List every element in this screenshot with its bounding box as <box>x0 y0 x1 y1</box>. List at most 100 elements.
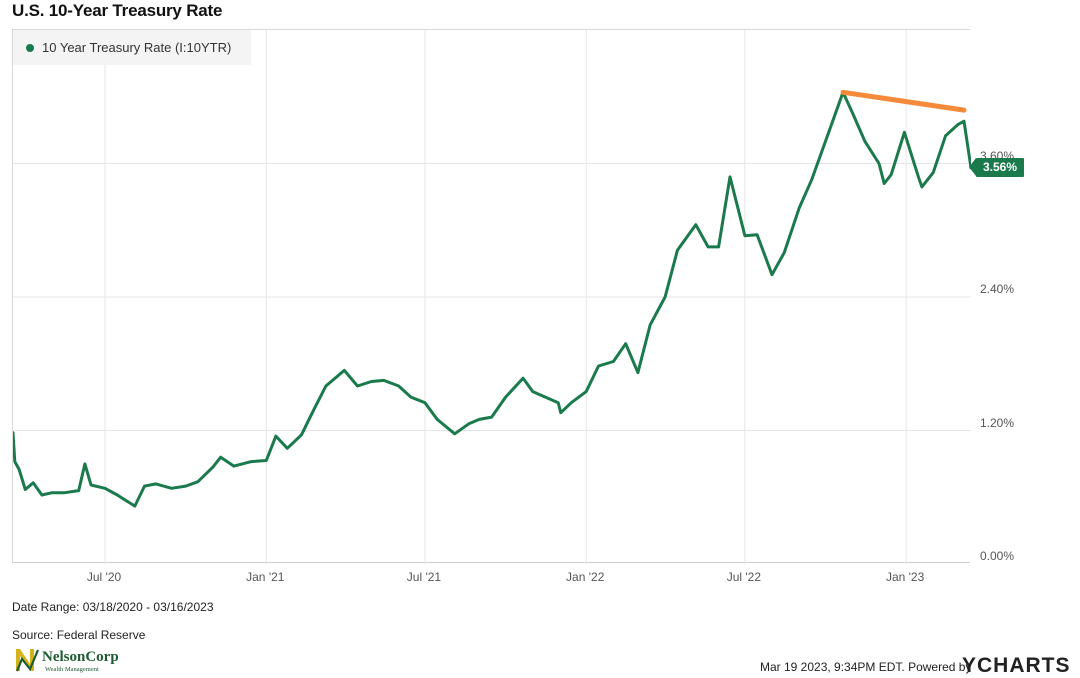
data-point <box>382 379 385 382</box>
data-point <box>863 140 867 143</box>
data-point <box>649 323 652 326</box>
chart-canvas <box>13 30 971 564</box>
x-tick-label: Jan '23 <box>885 570 925 584</box>
data-point <box>196 480 200 483</box>
data-point <box>313 407 316 410</box>
legend[interactable]: 10 Year Treasury Rate (I:10YTR) <box>13 30 251 65</box>
data-point <box>624 342 627 345</box>
data-point <box>423 401 427 404</box>
data-point <box>13 431 15 434</box>
data-point <box>944 134 947 137</box>
data-point <box>250 460 253 463</box>
data-point <box>356 384 359 388</box>
x-tick-label: Jan '22 <box>566 570 605 584</box>
data-point <box>232 464 236 468</box>
x-tick-label: Jul '21 <box>406 570 442 584</box>
data-point <box>783 251 786 254</box>
data-point <box>103 487 107 490</box>
x-tick-label: Jul '22 <box>726 570 762 584</box>
series-line[interactable] <box>13 90 971 508</box>
data-point <box>409 395 413 399</box>
data-point <box>798 206 801 210</box>
data-point <box>559 411 562 414</box>
data-point <box>453 432 456 435</box>
x-tick-label: Jul '20 <box>86 570 122 584</box>
data-point <box>17 468 21 471</box>
data-point <box>890 173 893 176</box>
data-point <box>170 487 173 490</box>
data-point <box>24 488 27 491</box>
data-point <box>397 384 400 388</box>
data-point <box>612 360 615 363</box>
data-point <box>370 380 373 383</box>
data-point <box>636 371 640 374</box>
y-tick-label: 0.00% <box>980 549 1015 563</box>
y-tick-label: 1.20% <box>980 415 1015 430</box>
data-point <box>219 456 222 459</box>
data-point <box>274 434 278 438</box>
data-point <box>585 390 588 393</box>
data-point <box>755 233 759 236</box>
data-point <box>504 395 507 399</box>
data-point <box>478 418 481 421</box>
data-point <box>531 390 534 393</box>
data-point <box>211 466 214 469</box>
data-point <box>83 462 87 466</box>
data-point <box>490 415 493 419</box>
data-point <box>62 491 65 494</box>
data-point <box>133 504 136 508</box>
data-point <box>184 484 187 488</box>
x-tick-label: Jan '21 <box>246 570 285 584</box>
data-point <box>570 401 573 404</box>
ycharts-brand[interactable]: YCHARTS <box>962 654 1071 677</box>
data-point <box>851 112 854 115</box>
data-point <box>962 120 966 123</box>
data-point <box>917 175 920 179</box>
data-point <box>521 377 525 380</box>
grid <box>13 30 971 564</box>
data-point <box>89 483 93 487</box>
data-point <box>810 179 813 182</box>
data-point <box>883 182 886 185</box>
logo-name: NelsonCorp <box>42 649 119 665</box>
data-point <box>932 171 935 174</box>
data-point <box>663 295 667 299</box>
data-point <box>13 460 16 463</box>
data-point <box>32 481 35 484</box>
data-point <box>300 433 303 437</box>
source-note: Source: Federal Reserve <box>12 628 146 642</box>
legend-label: 10 Year Treasury Rate (I:10YTR) <box>42 40 232 55</box>
data-point <box>467 422 470 425</box>
data-point <box>40 493 44 497</box>
data-point <box>877 162 881 165</box>
logo-subtext: Wealth Management <box>45 666 99 673</box>
data-point <box>116 493 119 497</box>
data-point <box>770 273 774 276</box>
data-point <box>824 140 827 143</box>
data-point <box>694 223 697 226</box>
nelsoncorp-logo: NelsonCorp Wealth Management <box>14 645 144 675</box>
timestamp-credit: Mar 19 2023, 9:34PM EDT. Powered by <box>760 660 972 674</box>
data-point <box>706 245 710 249</box>
last-value-badge: 3.56% <box>969 157 1024 177</box>
data-point <box>50 491 53 494</box>
data-point <box>728 175 732 179</box>
trendline-annotation <box>840 89 967 113</box>
data-point <box>597 364 600 368</box>
data-point <box>743 234 747 237</box>
data-point <box>154 482 158 486</box>
data-point <box>143 484 146 488</box>
plot-area <box>12 29 971 564</box>
chart-title: U.S. 10-Year Treasury Rate <box>12 1 223 20</box>
data-point <box>920 185 924 189</box>
data-point <box>343 369 346 372</box>
logo-mark-icon <box>15 649 40 672</box>
data-point <box>956 123 960 126</box>
y-tick-label: 2.40% <box>980 282 1015 296</box>
annotation-layer <box>840 89 967 113</box>
data-point <box>557 401 560 404</box>
data-point <box>286 447 289 450</box>
data-point <box>903 131 906 134</box>
series-layer <box>13 90 971 508</box>
legend-marker <box>26 43 34 52</box>
